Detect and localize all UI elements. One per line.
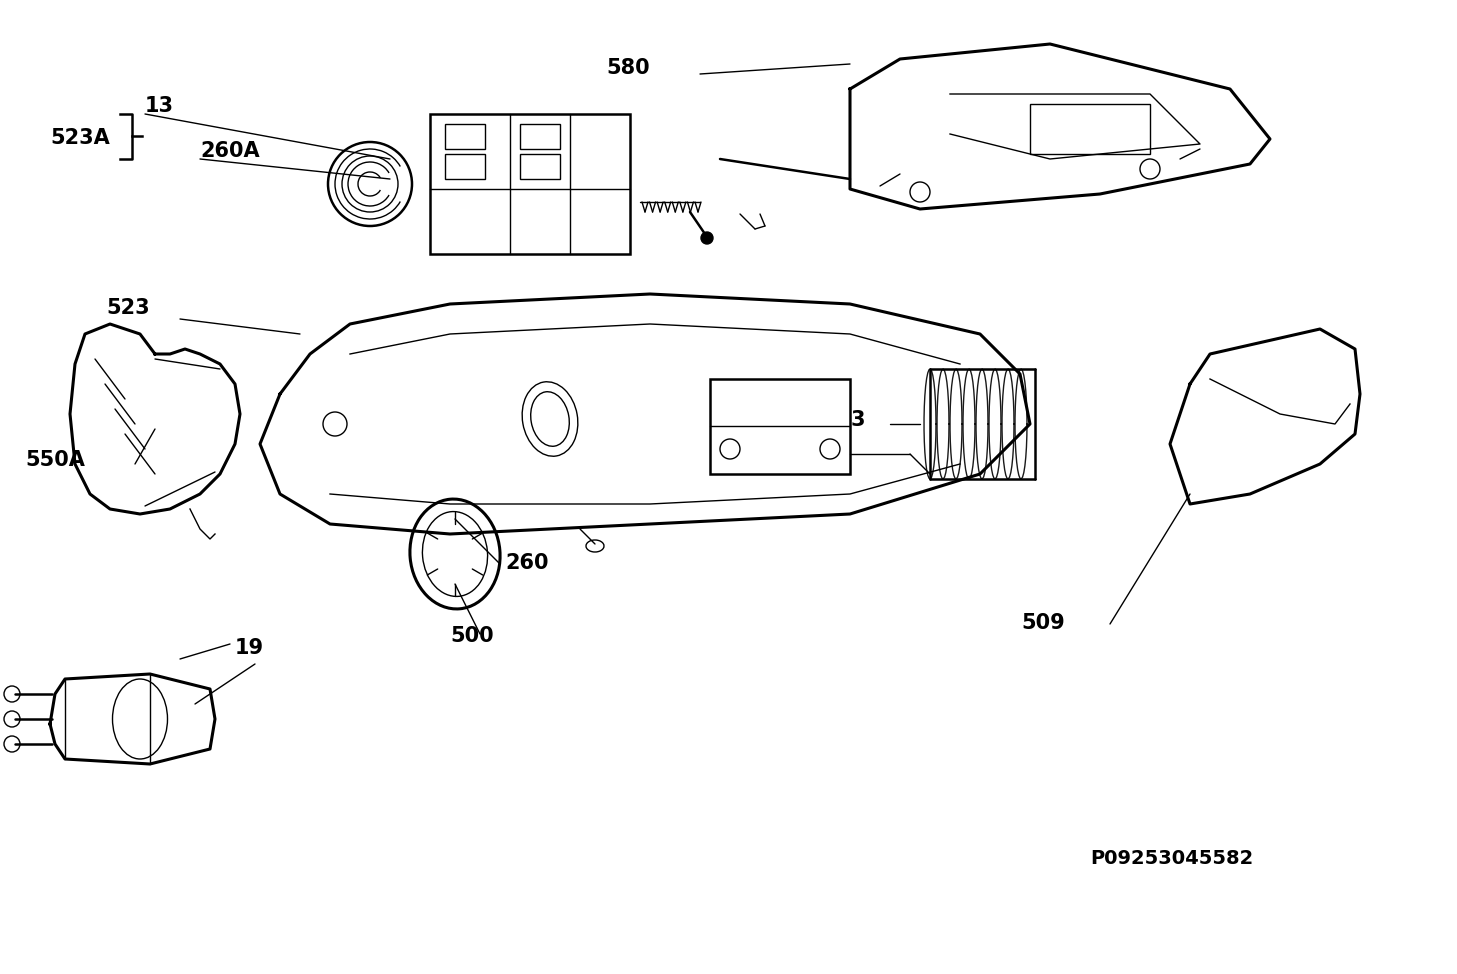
Text: 509: 509: [1021, 613, 1065, 633]
Text: P09253045582: P09253045582: [1090, 849, 1253, 868]
Circle shape: [4, 711, 20, 727]
Text: 523: 523: [106, 298, 150, 318]
Text: 13: 13: [146, 96, 173, 116]
Circle shape: [4, 736, 20, 752]
Text: 500: 500: [450, 626, 494, 646]
Text: 523A: 523A: [50, 128, 109, 148]
Circle shape: [701, 232, 712, 244]
Text: 19: 19: [235, 638, 264, 658]
Text: 260A: 260A: [200, 141, 259, 161]
Text: 3: 3: [851, 410, 865, 430]
Circle shape: [4, 686, 20, 702]
Text: 260: 260: [506, 553, 548, 573]
Text: 580: 580: [606, 58, 650, 78]
Text: 550A: 550A: [25, 450, 85, 470]
